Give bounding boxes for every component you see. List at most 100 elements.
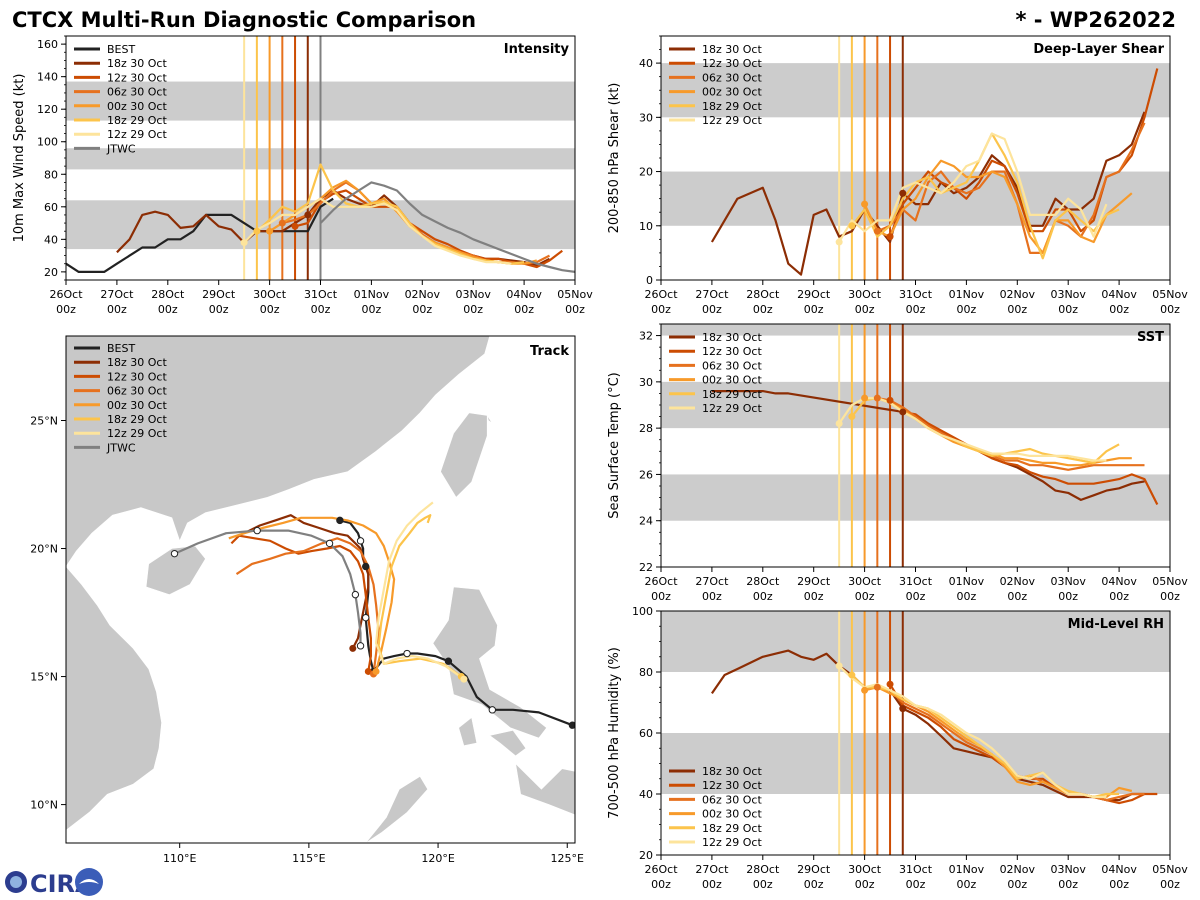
rh-init-point	[861, 686, 869, 694]
intensity-xtick-label: 00z	[209, 303, 229, 316]
track-line	[375, 501, 465, 680]
intensity-ytick-label: 60	[44, 201, 58, 214]
sst-legend-label: 12z 29 Oct	[702, 402, 762, 415]
intensity-xtick-label: 28Oct	[151, 288, 185, 301]
track-land	[458, 716, 478, 747]
rh-xtick-label: 28Oct	[746, 863, 780, 876]
shear-init-point	[899, 189, 907, 197]
intensity-xtick-label: 00z	[158, 303, 178, 316]
intensity-init-point	[240, 239, 248, 247]
track-land	[66, 336, 491, 568]
rh-xtick-label: 00z	[1109, 878, 1129, 891]
shear-xtick-label: 00z	[957, 303, 977, 316]
sst-xtick-label: 05Nov	[1152, 575, 1188, 588]
sst-legend-label: 18z 30 Oct	[702, 331, 762, 344]
intensity-xtick-label: 05Nov	[557, 288, 593, 301]
track-ytick-label: 10°N	[30, 799, 58, 812]
sst-xtick-label: 26Oct	[644, 575, 678, 588]
sst-xtick-label: 27Oct	[695, 575, 729, 588]
shear-ytick-label: 20	[639, 166, 653, 179]
sst-legend-label: 18z 29 Oct	[702, 388, 762, 401]
track-line	[377, 514, 462, 678]
rh-legend-label: 12z 30 Oct	[702, 779, 762, 792]
intensity-legend-label: 00z 30 Oct	[107, 100, 167, 113]
intensity-xtick-label: 00z	[514, 303, 534, 316]
track-position-marker	[253, 526, 261, 535]
track-land	[486, 415, 493, 424]
intensity-xtick-label: 03Nov	[455, 288, 491, 301]
sst-xtick-label: 00z	[651, 590, 671, 603]
sst-ylabel: Sea Surface Temp (°C)	[607, 372, 622, 519]
rh-xtick-label: 27Oct	[695, 863, 729, 876]
shear-series-line	[710, 111, 1146, 276]
shear-init-point	[848, 222, 856, 230]
sst-xtick-label: 00z	[804, 590, 824, 603]
shear-xtick-label: 04Nov	[1101, 288, 1137, 301]
intensity-xtick-label: 00z	[56, 303, 76, 316]
track-ytick-label: 25°N	[30, 415, 58, 428]
track-legend-label: BEST	[107, 342, 135, 355]
shear-band	[661, 63, 1170, 118]
sst-xtick-label: 00z	[906, 590, 926, 603]
shear-ylabel: 200-850 hPa Shear (kt)	[607, 83, 622, 234]
shear-xtick-label: 00z	[1160, 303, 1180, 316]
intensity-legend-label: 12z 30 Oct	[107, 71, 167, 84]
sst-xtick-label: 00z	[753, 590, 773, 603]
intensity-xtick-label: 00z	[412, 303, 432, 316]
rh-xtick-label: 31Oct	[899, 863, 933, 876]
logo-globe-inner	[10, 876, 22, 888]
sst-init-point	[873, 394, 881, 402]
sst-ytick-label: 28	[639, 422, 653, 435]
intensity-xtick-label: 00z	[311, 303, 331, 316]
shear-xtick-label: 00z	[804, 303, 824, 316]
intensity-ytick-label: 80	[44, 168, 58, 181]
shear-title: Deep-Layer Shear	[1033, 42, 1164, 57]
intensity-xtick-label: 00z	[260, 303, 280, 316]
rh-panel: 20 40 60 80 100 26Oct 00z 27Oct 00z 28Oct 00z 29Oct…	[607, 605, 1188, 891]
sst-ytick-label: 30	[639, 376, 653, 389]
sst-init-point	[899, 408, 907, 416]
sst-series-line	[877, 397, 1145, 471]
sst-xtick-label: 00z	[1007, 590, 1027, 603]
intensity-ytick-label: 40	[44, 233, 58, 246]
sst-ytick-label: 32	[639, 330, 653, 343]
intensity-xtick-label: 29Oct	[202, 288, 236, 301]
track-xtick-label: 115°E	[292, 852, 325, 865]
shear-xtick-label: 01Nov	[949, 288, 985, 301]
intensity-legend-label: BEST	[107, 43, 135, 56]
sst-xtick-label: 30Oct	[848, 575, 882, 588]
intensity-ylabel: 10m Max Wind Speed (kt)	[12, 74, 27, 243]
shear-xtick-label: 31Oct	[899, 288, 933, 301]
intensity-init-point	[266, 227, 274, 235]
rh-xtick-label: 00z	[753, 878, 773, 891]
cira-logo: CIRA	[5, 868, 103, 898]
intensity-init-point	[278, 219, 286, 227]
sst-band	[661, 474, 1170, 521]
shear-legend-label: 18z 30 Oct	[702, 43, 762, 56]
sst-band	[661, 381, 1170, 429]
rh-band	[661, 611, 1170, 672]
intensity-xtick-label: 00z	[463, 303, 483, 316]
rh-band	[661, 733, 1170, 794]
track-xtick-label: 125°E	[551, 852, 584, 865]
shear-xtick-label: 29Oct	[797, 288, 831, 301]
shear-xtick-label: 00z	[651, 303, 671, 316]
rh-xtick-label: 00z	[702, 878, 722, 891]
shear-legend-label: 12z 29 Oct	[702, 114, 762, 127]
rh-xtick-label: 30Oct	[848, 863, 882, 876]
track-position-marker	[444, 657, 453, 665]
sst-legend-label: 12z 30 Oct	[702, 345, 762, 358]
track-position-marker	[356, 537, 365, 545]
sst-xtick-label: 02Nov	[1000, 575, 1036, 588]
rh-xtick-label: 00z	[651, 878, 671, 891]
track-line	[228, 516, 396, 672]
track-legend-label: 12z 29 Oct	[107, 427, 167, 440]
sst-panel: 22 24 26 28 30 32 26Oct 00z 27Oct 00z 28Oct 00z 29Oc…	[607, 323, 1188, 603]
shear-xtick-label: 03Nov	[1050, 288, 1086, 301]
sst-legend-label: 06z 30 Oct	[702, 359, 762, 372]
shear-ytick-label: 40	[639, 57, 653, 70]
sst-xtick-label: 00z	[1109, 590, 1129, 603]
track-start-point	[364, 667, 372, 675]
shear-xtick-label: 00z	[1058, 303, 1078, 316]
track-position-marker	[488, 706, 497, 714]
